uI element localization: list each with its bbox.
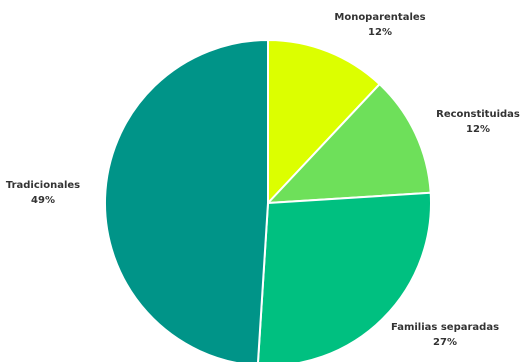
slice-value-monoparentales: 12%: [368, 27, 392, 38]
slice-label-tradicionales: Tradicionales: [6, 180, 80, 191]
pie-slice-familias-separadas: [256, 191, 433, 362]
slice-value-reconstituidas: 12%: [466, 124, 490, 135]
slice-label-monoparentales: Monoparentales: [334, 12, 425, 23]
pie-slice-tradicionales: [104, 39, 269, 362]
slice-value-tradicionales: 49%: [31, 195, 55, 206]
pie-slice-monoparentales: [267, 39, 381, 204]
pie-labels: Monoparentales 12% Reconstituidas 12% Famili…: [6, 12, 520, 348]
pie-slice-reconstituidas: [267, 83, 432, 204]
pie-slices: [104, 39, 433, 362]
slice-label-reconstituidas: Reconstituidas: [436, 109, 520, 120]
slice-value-familias-separadas: 27%: [433, 337, 457, 348]
slice-label-familias-separadas: Familias separadas: [391, 322, 499, 333]
